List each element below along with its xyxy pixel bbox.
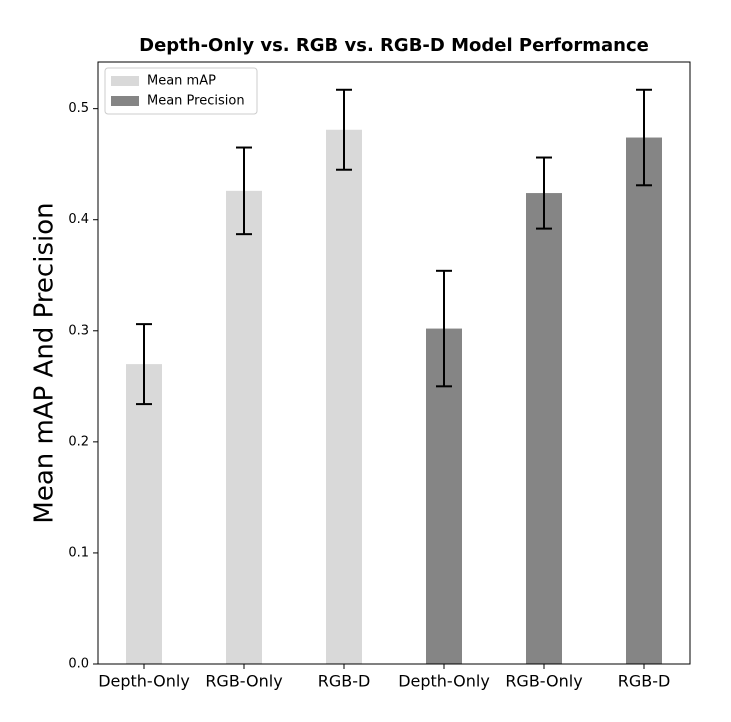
legend-swatch bbox=[111, 96, 139, 106]
legend-box bbox=[104, 67, 258, 115]
bar bbox=[626, 137, 662, 664]
x-tick-label: Depth-Only bbox=[398, 672, 490, 691]
x-tick-label: RGB-Only bbox=[505, 672, 582, 691]
y-tick-label: 0.0 bbox=[68, 657, 89, 672]
error-bar bbox=[136, 323, 152, 406]
bar bbox=[326, 129, 362, 665]
y-tick-label: 0.4 bbox=[68, 212, 89, 227]
y-tick-label: 0.3 bbox=[68, 323, 89, 338]
bar bbox=[526, 193, 562, 664]
error-bar bbox=[536, 156, 552, 230]
error-bar bbox=[436, 269, 452, 388]
bar bbox=[226, 190, 262, 665]
error-bar bbox=[636, 88, 652, 187]
x-tick-label: RGB-D bbox=[318, 672, 371, 691]
x-tick-label: RGB-D bbox=[618, 672, 671, 691]
y-tick-label: 0.2 bbox=[68, 434, 89, 449]
legend-label: Mean Precision bbox=[147, 94, 245, 109]
bar bbox=[126, 364, 162, 664]
y-tick-label: 0.5 bbox=[68, 101, 89, 116]
x-tick-label: Depth-Only bbox=[98, 672, 190, 691]
y-axis-label: Mean mAP And Precision bbox=[30, 202, 60, 523]
plot-frame bbox=[97, 61, 691, 665]
legend-swatch bbox=[111, 76, 139, 86]
legend-label: Mean mAP bbox=[147, 74, 216, 89]
chart-title: Depth-Only vs. RGB vs. RGB-D Model Perfo… bbox=[139, 35, 649, 56]
error-bar bbox=[236, 146, 252, 236]
x-tick-label: RGB-Only bbox=[205, 672, 282, 691]
error-bar bbox=[336, 88, 352, 171]
y-tick-label: 0.1 bbox=[68, 545, 89, 560]
